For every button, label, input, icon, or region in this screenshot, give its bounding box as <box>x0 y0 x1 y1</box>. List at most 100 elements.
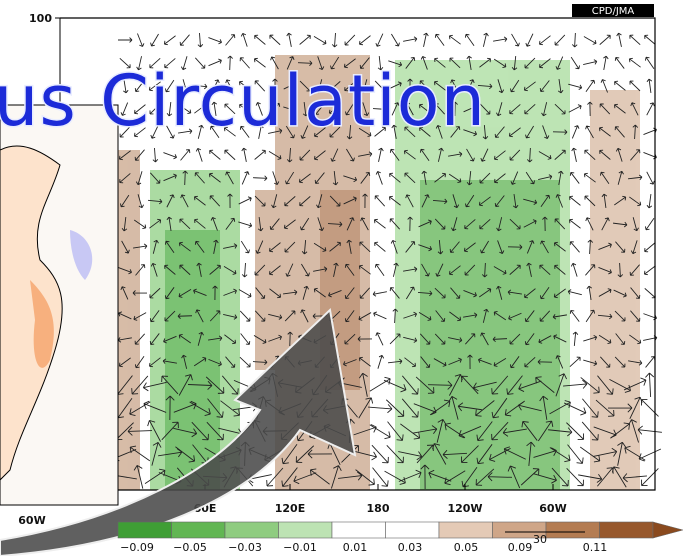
wind-vector <box>424 33 429 47</box>
wind-vector <box>239 197 252 204</box>
wind-vector <box>600 35 611 44</box>
wind-vector <box>270 35 280 45</box>
colorbar-segment <box>279 522 333 538</box>
wind-vector <box>629 58 640 67</box>
wind-vector <box>647 103 655 115</box>
wind-vector <box>572 33 577 47</box>
colorbar-segment <box>600 522 654 538</box>
wind-vector <box>180 35 189 46</box>
wind-vector <box>208 38 221 44</box>
wind-vector <box>378 355 384 368</box>
x-tick-label: 120W <box>447 502 482 515</box>
wind-vector <box>375 264 384 275</box>
wind-vector <box>615 57 624 68</box>
wind-vector <box>241 241 249 253</box>
wind-vector <box>584 37 596 45</box>
wind-vector <box>630 35 640 45</box>
wind-vector <box>241 334 250 345</box>
colorbar-segment <box>172 522 226 538</box>
colorbar-label: 0.09 <box>508 541 533 554</box>
wind-vector <box>644 266 655 275</box>
wind-vector <box>370 425 390 439</box>
wind-vector <box>253 176 267 181</box>
colorbar-label: −0.03 <box>228 541 262 554</box>
wind-vector <box>391 34 399 46</box>
colorbar-segment <box>546 522 600 538</box>
colorbar-segment <box>386 522 440 538</box>
wind-vector <box>449 35 460 44</box>
wind-vector <box>638 426 662 434</box>
wind-vector <box>539 36 550 45</box>
colorbar-label: 0.01 <box>343 541 368 554</box>
wind-vector <box>493 37 507 42</box>
wind-vector <box>374 312 387 319</box>
wind-vector <box>645 373 653 397</box>
wind-vector <box>374 219 385 228</box>
wind-vector <box>647 194 652 208</box>
wind-vector <box>300 35 311 44</box>
wind-vector <box>376 333 383 346</box>
wind-vector <box>372 468 388 487</box>
wind-vector <box>379 148 384 162</box>
wind-vector <box>483 33 488 47</box>
colorbar-segment <box>332 522 386 538</box>
wind-vector <box>572 126 579 139</box>
wind-vector <box>376 171 382 184</box>
y-tick-label: 100 <box>29 12 52 25</box>
colorbar-label: −0.05 <box>173 541 207 554</box>
wind-vector <box>314 36 326 44</box>
colorbar-segment <box>225 522 279 538</box>
wind-vector <box>645 218 654 230</box>
wind-vector <box>639 449 661 461</box>
wind-vector <box>137 33 143 46</box>
wind-vector <box>226 35 235 46</box>
wind-vector <box>615 81 626 90</box>
wind-vector <box>465 34 474 45</box>
wind-vector <box>647 79 652 93</box>
wind-vector <box>570 310 579 321</box>
wind-vector <box>526 34 533 47</box>
wind-vector <box>240 357 250 367</box>
colorbar-label: 0.11 <box>583 541 608 554</box>
wind-vector <box>153 148 158 162</box>
colorbar-label: 0.05 <box>454 541 479 554</box>
colorbar-label: −0.09 <box>120 541 154 554</box>
wind-vector <box>617 33 622 47</box>
wind-vector <box>645 288 656 297</box>
wind-vector <box>287 33 292 47</box>
wind-vector <box>242 263 247 277</box>
colorbar-segment <box>118 522 172 538</box>
wind-vector <box>645 35 656 44</box>
wind-vector <box>360 36 371 45</box>
wind-vector <box>118 38 132 43</box>
wind-vector <box>163 153 176 159</box>
wind-vector <box>403 37 417 42</box>
wind-vector <box>164 36 175 45</box>
wind-vector <box>630 81 640 91</box>
wind-vector <box>332 33 337 47</box>
wind-vector <box>568 290 582 295</box>
wind-vector <box>370 377 390 391</box>
wind-vector <box>241 33 247 46</box>
wind-vector <box>210 150 221 159</box>
wind-vector <box>345 35 355 45</box>
colorbar: −0.09 −0.05 −0.03 −0.01 0.01 0.03 0.05 0.09 0.11… <box>118 522 683 554</box>
wind-vector <box>242 148 247 162</box>
wind-vector <box>435 34 444 45</box>
colorbar-label: −0.01 <box>283 541 317 554</box>
x-tick-label: 180 <box>367 502 390 515</box>
wind-vector <box>242 172 249 185</box>
wind-vector <box>645 242 656 251</box>
wind-vector <box>568 84 581 89</box>
wind-vector <box>225 150 235 160</box>
wind-vector <box>373 291 387 296</box>
wind-vector <box>375 196 385 206</box>
x-tick-label: 120E <box>275 502 305 515</box>
wind-vector <box>555 35 565 45</box>
map-label: 60W <box>18 514 45 527</box>
wind-vector <box>647 172 655 184</box>
slide-title: us Circulation <box>0 60 486 142</box>
colorbar-label: 0.03 <box>398 541 423 554</box>
colorbar-extension <box>653 522 683 538</box>
wind-vector <box>376 34 383 47</box>
